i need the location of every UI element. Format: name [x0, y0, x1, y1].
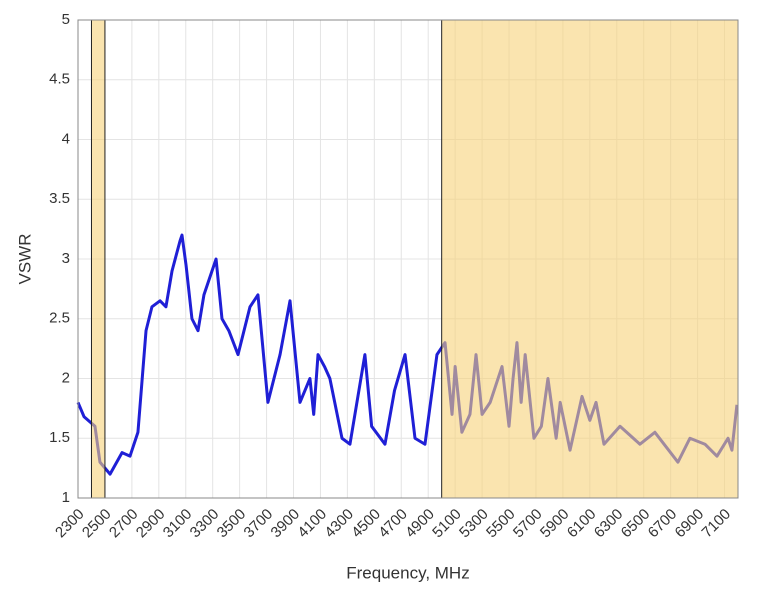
x-tick-label: 6100	[564, 506, 600, 542]
highlight-band	[90, 19, 106, 499]
y-axis-label: VSWR	[15, 234, 34, 285]
x-tick-label: 5900	[537, 506, 573, 542]
x-tick-label: 6500	[618, 506, 654, 542]
x-tick-label: 2500	[79, 506, 115, 542]
x-tick-label: 5500	[483, 506, 519, 542]
plot-frame	[77, 19, 739, 499]
x-tick-label: 4700	[375, 506, 411, 542]
y-tick-label: 4	[62, 130, 70, 147]
x-tick-label: 4100	[294, 506, 330, 542]
highlight-band	[441, 19, 739, 499]
x-tick-label: 4300	[321, 506, 357, 542]
x-tick-label: 4900	[402, 506, 438, 542]
x-tick-label: 3700	[241, 506, 277, 542]
y-tick-label: 5	[62, 11, 70, 28]
x-tick-label: 2900	[133, 506, 169, 542]
y-tick-label: 3.5	[49, 190, 70, 207]
x-axis-label: Frequency, MHz	[346, 563, 469, 582]
x-tick-label: 2300	[52, 506, 88, 542]
y-tick-label: 3	[62, 250, 70, 267]
x-tick-label: 4500	[348, 506, 384, 542]
x-tick-label: 2700	[106, 506, 142, 542]
y-tick-label: 4.5	[49, 71, 70, 88]
y-tick-label: 1	[62, 489, 70, 506]
x-tick-label: 3900	[268, 506, 304, 542]
x-tick-label: 6300	[591, 506, 627, 542]
x-tick-label: 5300	[456, 506, 492, 542]
y-tick-label: 2	[62, 369, 70, 386]
x-tick-label: 5100	[429, 506, 465, 542]
y-tick-label: 1.5	[49, 429, 70, 446]
x-tick-label: 3300	[187, 506, 223, 542]
x-tick-label: 3500	[214, 506, 250, 542]
x-tick-label: 7100	[699, 506, 735, 542]
x-tick-label: 6900	[672, 506, 708, 542]
y-tick-label: 2.5	[49, 310, 70, 327]
x-tick-label: 5700	[510, 506, 546, 542]
x-tick-label: 6700	[645, 506, 681, 542]
x-tick-label: 3100	[160, 506, 196, 542]
